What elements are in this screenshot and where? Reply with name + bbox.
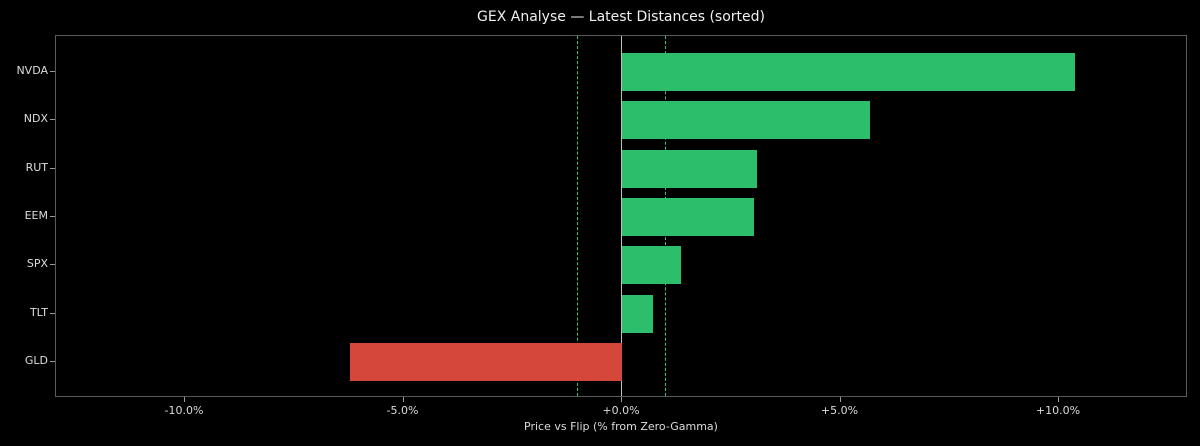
y-tick-label: GLD	[24, 353, 48, 367]
y-tick	[50, 215, 55, 217]
bar-eem	[622, 197, 754, 236]
y-tick	[50, 119, 55, 121]
x-tick	[621, 397, 622, 402]
x-axis-title: Price vs Flip (% from Zero-Gamma)	[524, 420, 718, 433]
x-tick	[1058, 397, 1059, 402]
y-tick-label: RUT	[25, 160, 48, 174]
x-tick-label: +10.0%	[1035, 404, 1081, 417]
x-tick	[839, 397, 841, 402]
x-tick	[402, 397, 404, 402]
y-tick-label: NDX	[23, 112, 48, 126]
threshold-line	[577, 36, 579, 396]
y-tick	[50, 71, 55, 72]
x-tick	[184, 397, 185, 402]
x-tick-label: -10.0%	[164, 404, 204, 417]
x-tick-label: +0.0%	[602, 404, 640, 417]
y-tick	[50, 360, 55, 362]
y-tick	[50, 167, 55, 169]
bar-rut	[622, 149, 758, 188]
bar-nvda	[622, 53, 1076, 91]
y-tick	[50, 264, 55, 266]
y-tick-label: NVDA	[16, 64, 48, 77]
bar-gld	[350, 342, 622, 381]
bar-tlt	[622, 294, 654, 333]
zero-line	[621, 36, 622, 396]
y-tick	[50, 312, 55, 314]
y-tick-label: SPX	[26, 257, 48, 271]
y-tick-label: EEM	[24, 208, 48, 222]
y-tick-label: TLT	[29, 305, 48, 319]
plot-area	[55, 35, 1187, 397]
bar-spx	[622, 246, 681, 285]
chart-title: GEX Analyse — Latest Distances (sorted)	[477, 9, 765, 25]
x-tick-label: -5.0%	[386, 404, 419, 417]
x-tick-label: +5.0%	[820, 404, 859, 417]
bar-ndx	[622, 101, 870, 140]
